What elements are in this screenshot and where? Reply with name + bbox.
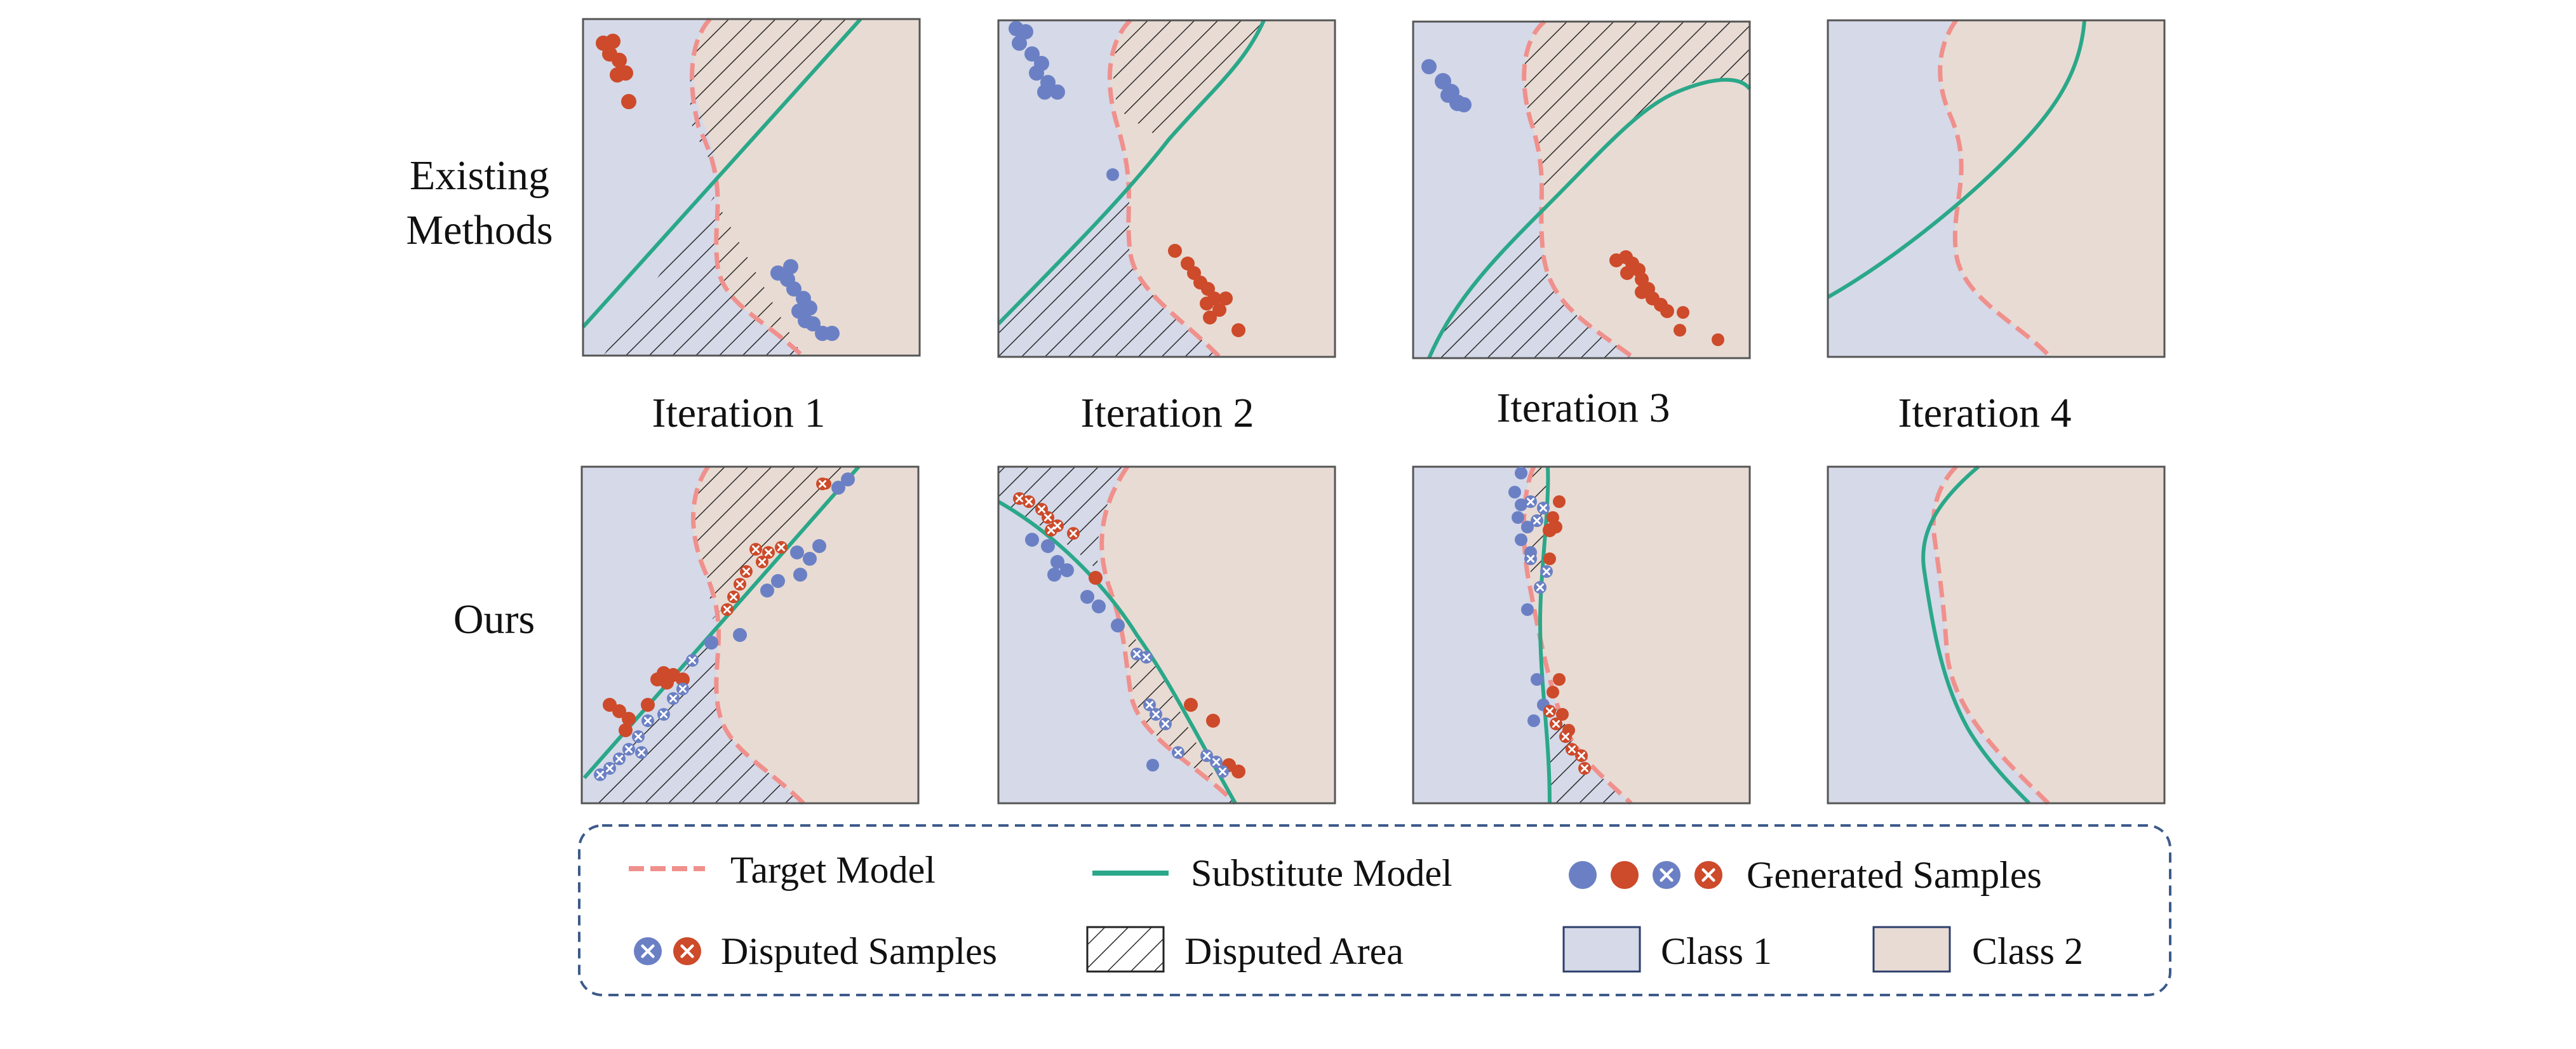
disputed-cross-mark bbox=[1162, 720, 1169, 728]
disputed-cross-mark bbox=[638, 749, 645, 756]
disputed-cross-mark bbox=[615, 755, 623, 763]
blue-samples bbox=[704, 472, 855, 650]
disputed-cross-mark bbox=[1546, 707, 1553, 715]
disputed-cross-mark bbox=[660, 711, 667, 718]
panel-ours-iteration-3 bbox=[1412, 465, 1751, 805]
disputed-cross-mark bbox=[1212, 758, 1220, 766]
blue-samples bbox=[1025, 533, 1159, 772]
panel-existing-iteration-3 bbox=[1412, 20, 1752, 360]
disputed-cross-mark bbox=[1025, 498, 1033, 505]
disputed-cross-mark bbox=[634, 733, 642, 740]
legend-generated-markers bbox=[1569, 861, 1722, 889]
iteration-label-2: Iteration 2 bbox=[1080, 390, 1254, 436]
disputed-cross-mark bbox=[1038, 505, 1045, 513]
disputed-cross-mark bbox=[742, 568, 750, 575]
blue-samples bbox=[1009, 21, 1119, 181]
disputed-cross-mark bbox=[596, 771, 604, 778]
legend-class2-swatch bbox=[1872, 926, 1951, 973]
disputed-cross-mark bbox=[765, 549, 772, 556]
iteration-label-4: Iteration 4 bbox=[1898, 390, 2071, 436]
legend-disputed-markers bbox=[634, 937, 701, 965]
disputed-cross-mark bbox=[752, 545, 760, 553]
legend-substitute-label: Substitute Model bbox=[1191, 852, 1452, 894]
legend-disputed-samples-label: Disputed Samples bbox=[721, 930, 997, 972]
blue-samples bbox=[770, 259, 840, 341]
disputed-cross-mark bbox=[1527, 498, 1534, 505]
disputed-cross-mark bbox=[1533, 517, 1541, 524]
disputed-cross-mark bbox=[1543, 568, 1550, 575]
disputed-cross-mark bbox=[1540, 504, 1547, 512]
disputed-cross-mark bbox=[758, 558, 766, 566]
disputed-cross-mark bbox=[730, 593, 737, 601]
red-samples bbox=[596, 34, 636, 109]
disputed-cross-mark bbox=[1174, 749, 1182, 756]
row-label-ours: Ours bbox=[453, 596, 535, 643]
iteration-label-3: Iteration 3 bbox=[1496, 385, 1670, 431]
disputed-cross-mark bbox=[1070, 530, 1077, 537]
row-label-existing-line2: Methods bbox=[406, 207, 553, 253]
disputed-cross-mark bbox=[1152, 711, 1160, 718]
disputed-cross-mark bbox=[1536, 584, 1544, 591]
disputed-sample-crosses bbox=[596, 480, 1588, 778]
panel-existing-iteration-1 bbox=[581, 17, 921, 357]
disputed-cross-mark bbox=[1146, 701, 1153, 709]
panel-ours-iteration-4 bbox=[1827, 465, 2166, 805]
disputed-cross-mark bbox=[1047, 526, 1055, 534]
legend-class2-label: Class 2 bbox=[1972, 930, 2083, 972]
blue-samples bbox=[1421, 59, 1472, 112]
disputed-cross-mark bbox=[819, 480, 826, 488]
red-samples bbox=[1609, 250, 1724, 346]
disputed-cross-mark bbox=[1219, 768, 1226, 775]
disputed-cross-mark bbox=[669, 695, 677, 702]
disputed-cross-mark bbox=[1578, 752, 1585, 759]
red-samples bbox=[1089, 571, 1245, 778]
disputed-cross-mark bbox=[1203, 752, 1211, 759]
disputed-cross-mark bbox=[1143, 653, 1150, 661]
red-samples bbox=[1168, 244, 1245, 337]
disputed-cross-mark bbox=[625, 745, 633, 753]
disputed-cross-mark bbox=[1552, 720, 1560, 728]
iteration-label-1: Iteration 1 bbox=[652, 390, 825, 436]
disputed-cross-mark bbox=[688, 657, 696, 664]
legend-class1-swatch bbox=[1562, 926, 1641, 973]
disputed-cross-mark bbox=[1527, 555, 1534, 563]
disputed-cross-mark bbox=[644, 717, 652, 725]
disputed-cross-mark bbox=[723, 606, 731, 613]
legend-class1-label: Class 1 bbox=[1661, 930, 1772, 972]
disputed-cross-mark bbox=[1133, 650, 1141, 658]
disputed-cross-mark bbox=[1562, 733, 1569, 740]
disputed-cross-mark bbox=[1044, 514, 1052, 521]
legend-target-label: Target Model bbox=[730, 849, 936, 891]
legend-disputed-area-swatch bbox=[1086, 926, 1165, 973]
row-label-existing-line1: Existing bbox=[410, 152, 549, 199]
panel-existing-iteration-2 bbox=[996, 18, 1336, 359]
disputed-cross-mark bbox=[1016, 495, 1023, 502]
disputed-cross-mark bbox=[1581, 765, 1588, 772]
disputed-cross-mark bbox=[679, 685, 687, 693]
disputed-cross-mark bbox=[777, 544, 785, 551]
disputed-cross-mark bbox=[736, 580, 744, 588]
panel-existing-iteration-4 bbox=[1827, 18, 2166, 359]
disputed-cross-mark bbox=[606, 765, 614, 772]
legend-generated-label: Generated Samples bbox=[1747, 854, 2042, 896]
disputed-cross-mark bbox=[1568, 745, 1576, 753]
legend-disputed-area-label: Disputed Area bbox=[1184, 930, 1404, 972]
legend: Target Model Substitute Model Generated … bbox=[578, 824, 2171, 996]
disputed-cross-mark bbox=[1054, 522, 1061, 530]
